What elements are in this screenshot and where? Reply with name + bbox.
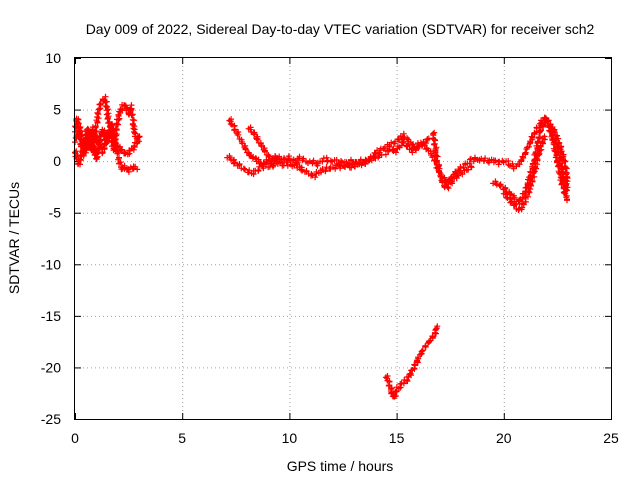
x-tick-label: 25 — [603, 430, 619, 446]
y-tick-label: -25 — [41, 411, 61, 427]
data-point-markers — [245, 124, 281, 163]
y-tick-label: -20 — [41, 359, 61, 375]
y-tick-label: 5 — [53, 102, 61, 118]
plot-frame — [74, 57, 612, 420]
data-point-markers — [382, 323, 441, 400]
y-tick-label: 0 — [53, 153, 61, 169]
axis-ticks — [75, 58, 612, 420]
x-tick-label: 0 — [71, 430, 79, 446]
series-sch2 — [72, 93, 571, 400]
tick-labels: 0 5 10 15 20 25 10 5 0 -5 -10 -15 -20 -25 — [41, 50, 619, 446]
x-axis-label: GPS time / hours — [287, 458, 394, 474]
y-axis-label: SDTVAR / TECUs — [6, 182, 22, 294]
x-tick-label: 15 — [389, 430, 405, 446]
x-tick-label: 20 — [496, 430, 512, 446]
y-tick-label: -5 — [49, 205, 62, 221]
chart-title: Day 009 of 2022, Sidereal Day-to-day VTE… — [86, 21, 595, 37]
x-tick-label: 5 — [178, 430, 186, 446]
data-point-markers — [430, 129, 475, 192]
y-tick-label: 10 — [45, 50, 61, 66]
x-tick-label: 10 — [282, 430, 298, 446]
data-point-markers — [226, 116, 432, 169]
data-point-markers — [500, 133, 548, 213]
grid — [75, 58, 611, 419]
y-tick-label: -15 — [41, 308, 61, 324]
data-point-markers — [224, 151, 385, 181]
y-tick-label: -10 — [41, 256, 61, 272]
